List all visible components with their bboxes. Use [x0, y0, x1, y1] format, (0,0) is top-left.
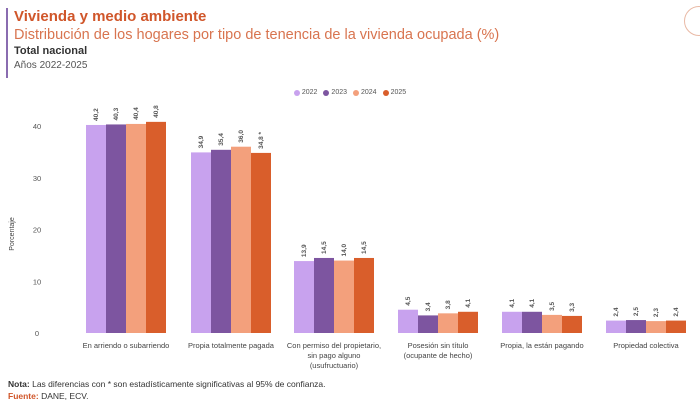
data-label: 14,5 [321, 241, 328, 254]
source: Fuente: DANE, ECV. [8, 390, 88, 402]
y-tick-label: 10 [33, 277, 41, 286]
x-tick-label: (usufructuario) [310, 361, 359, 370]
data-label: 4,5 [405, 296, 412, 305]
data-label: 40,8 [153, 105, 160, 118]
y-tick-label: 20 [33, 226, 41, 235]
y-tick-label: 0 [35, 329, 39, 338]
y-tick-label: 40 [33, 122, 41, 131]
source-text: DANE, ECV. [38, 391, 89, 401]
data-label: 2,4 [673, 307, 680, 316]
legend-label: 2023 [331, 89, 347, 96]
note: Nota: Las diferencias con * son estadíst… [8, 378, 326, 390]
data-label: 40,2 [93, 108, 100, 121]
data-label: 35,4 [218, 133, 225, 146]
scope-label: Total nacional [14, 45, 88, 57]
legend: 2022 2023 2024 2025 [0, 89, 700, 96]
data-label: 3,8 [445, 300, 452, 309]
data-label: 36,0 [238, 130, 245, 143]
bar [146, 121, 166, 333]
bar [626, 320, 646, 333]
note-label: Nota: [8, 379, 30, 389]
legend-swatch [382, 89, 389, 96]
data-label: 3,5 [549, 301, 556, 310]
bar [126, 123, 146, 334]
legend-swatch [293, 89, 300, 96]
legend-item: 2023 [323, 89, 347, 96]
x-tick-label: Propia, la están pagando [500, 341, 583, 350]
data-label: 4,1 [465, 298, 472, 307]
source-label: Fuente: [8, 391, 39, 401]
data-label: 3,4 [425, 302, 432, 311]
section-title: Vivienda y medio ambiente [14, 8, 207, 25]
bar [458, 311, 478, 333]
bar [106, 124, 126, 333]
legend-swatch [353, 89, 359, 96]
data-label: 4,1 [509, 298, 516, 307]
data-label: 14,5 [361, 241, 368, 254]
data-label: 13,9 [301, 244, 308, 257]
x-tick-label: Propia totalmente pagada [188, 341, 275, 350]
legend-label: 2022 [301, 89, 318, 96]
bar [542, 314, 562, 333]
x-tick-label: (ocupante de hecho) [404, 351, 473, 360]
y-axis-label: Porcentaje [9, 217, 16, 251]
data-label: 40,3 [113, 107, 120, 120]
bar [294, 261, 314, 333]
x-tick-label: En arriendo o subarriendo [83, 341, 170, 350]
bar [562, 315, 582, 333]
bar [86, 124, 106, 333]
data-label: 14,0 [341, 244, 348, 257]
bar [398, 309, 418, 333]
bar [191, 152, 211, 333]
data-label: 2,4 [613, 307, 620, 316]
bar [666, 320, 686, 333]
bar [438, 313, 458, 333]
bar [522, 311, 542, 333]
data-label: 3,3 [569, 303, 576, 312]
bar [314, 257, 334, 333]
legend-item: 2025 [382, 89, 407, 96]
data-label: 34,9 [198, 135, 205, 148]
bar [334, 260, 354, 333]
data-label: 40,4 [133, 107, 140, 120]
bar [502, 311, 522, 333]
header: Vivienda y medio ambiente Distribución d… [6, 8, 499, 78]
x-tick-label: Con permiso del propietario, [287, 341, 381, 350]
years-label: Años 2022-2025 [14, 60, 88, 71]
legend-item: 2024 [353, 89, 377, 96]
note-text: Las diferencias con * son estadísticamen… [29, 379, 326, 389]
bar [418, 315, 438, 333]
bar [251, 152, 271, 333]
x-tick-label: Posesión sin título [408, 341, 469, 350]
y-tick-label: 30 [33, 174, 41, 183]
legend-swatch [323, 89, 330, 96]
bar [646, 321, 666, 333]
bar [211, 149, 231, 333]
legend-label: 2025 [390, 89, 407, 96]
chart-title: Distribución de los hogares por tipo de … [14, 27, 500, 43]
legend-label: 2024 [361, 89, 377, 96]
bar [354, 257, 374, 333]
legend-item: 2022 [293, 89, 318, 96]
x-tick-label: Propiedad colectiva [613, 341, 679, 350]
data-label: 34,8 * [258, 131, 265, 148]
data-label: 2,5 [633, 307, 640, 316]
bar [231, 146, 251, 333]
data-label: 4,1 [529, 298, 536, 307]
data-label: 2,3 [653, 308, 660, 317]
bar [606, 320, 626, 333]
x-tick-label: sin pago alguno [308, 351, 361, 360]
